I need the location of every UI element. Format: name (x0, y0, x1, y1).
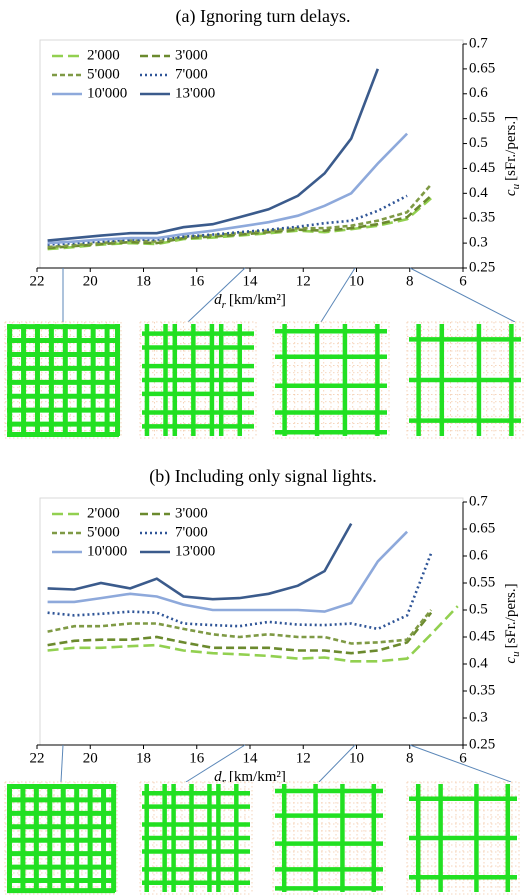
chart-title: (a) Ignoring turn delays. (176, 6, 351, 27)
legend-label: 3'000 (175, 505, 208, 521)
series-line (47, 522, 353, 601)
legend-label: 2'000 (87, 505, 120, 521)
y-tick-label: 0.6 (469, 547, 488, 563)
legend-label: 13'000 (175, 85, 215, 101)
y-tick-label: 0.4 (469, 185, 488, 201)
x-axis-label: dr [km/km²] (214, 292, 286, 310)
x-tick-label: 16 (189, 273, 205, 289)
legend-label: 3'000 (175, 47, 208, 63)
y-label-unit: [sFr./pers.] (503, 583, 519, 648)
x-tick-label: 22 (30, 273, 45, 289)
y-tick-label: 0.65 (469, 520, 495, 536)
x-tick-label: 8 (406, 273, 414, 289)
x-label-unit: [km/km²] (229, 292, 286, 308)
legend-label: 13'000 (175, 543, 215, 559)
y-tick-label: 0.55 (469, 574, 495, 590)
series-line (47, 132, 409, 245)
y-tick-label: 0.5 (469, 601, 488, 617)
series-line (47, 605, 459, 663)
y-label-unit: [sFr./pers.] (503, 116, 519, 181)
y-tick-label: 0.7 (469, 493, 488, 509)
x-tick-label: 10 (349, 750, 364, 766)
y-tick-label: 0.35 (469, 682, 495, 698)
x-tick-label: 6 (459, 273, 467, 289)
y-tick-label: 0.45 (469, 160, 495, 176)
x-tick-label: 14 (243, 273, 259, 289)
y-axis-label: cu [sFr./pers.] (503, 116, 521, 196)
y-tick-label: 0.45 (469, 628, 495, 644)
x-label-sub: r (222, 299, 227, 311)
y-label-sub: u (510, 651, 522, 657)
y-tick-label: 0.35 (469, 210, 495, 226)
x-label-sub: r (222, 776, 227, 788)
series-line (47, 609, 433, 645)
legend-label: 5'000 (87, 524, 120, 540)
y-tick-label: 0.4 (469, 655, 488, 671)
x-tick-label: 18 (136, 750, 151, 766)
x-label-unit: [km/km²] (229, 769, 286, 785)
x-tick-label: 22 (30, 750, 45, 766)
series-line (47, 68, 380, 242)
series-line (47, 194, 432, 250)
y-tick-label: 0.6 (469, 85, 488, 101)
legend-label: 7'000 (175, 66, 208, 82)
connector (185, 744, 246, 783)
series-line (47, 552, 433, 631)
legend-label: 2'000 (87, 47, 120, 63)
y-tick-label: 0.5 (469, 135, 488, 151)
series-line (47, 183, 433, 249)
x-tick-label: 20 (83, 273, 98, 289)
y-tick-label: 0.3 (469, 709, 488, 725)
connector (187, 267, 246, 323)
chart-title: (b) Including only signal lights. (149, 466, 376, 487)
connector (318, 744, 356, 783)
x-tick-label: 16 (189, 750, 205, 766)
connector (320, 267, 356, 323)
y-tick-label: 0.25 (469, 736, 495, 752)
y-label-symbol: c (503, 189, 519, 196)
connector (409, 267, 516, 323)
y-axis-label: cu [sFr./pers.] (503, 583, 521, 663)
connector (60, 744, 64, 783)
y-tick-label: 0.3 (469, 235, 488, 251)
series-line (47, 611, 433, 655)
y-tick-label: 0.55 (469, 110, 495, 126)
x-tick-label: 18 (136, 273, 151, 289)
x-tick-label: 14 (243, 750, 259, 766)
legend-label: 5'000 (87, 66, 120, 82)
chart: (b) Including only signal lights. 0.25 0.3… (4, 466, 522, 895)
series-line (47, 530, 409, 613)
x-label-symbol: d (214, 769, 222, 785)
series-line (47, 194, 408, 246)
x-tick-label: 8 (406, 750, 414, 766)
y-label-symbol: c (503, 657, 519, 664)
legend-label: 7'000 (175, 524, 208, 540)
x-tick-label: 12 (296, 750, 311, 766)
x-tick-label: 20 (83, 750, 98, 766)
x-tick-label: 10 (349, 273, 364, 289)
x-label-symbol: d (214, 292, 222, 308)
x-tick-label: 6 (459, 750, 467, 766)
y-tick-label: 0.7 (469, 35, 488, 51)
y-tick-label: 0.65 (469, 60, 495, 76)
x-axis-label: dr [km/km²] (214, 769, 286, 787)
x-tick-label: 12 (296, 273, 311, 289)
chart: (a) Ignoring turn delays. 0.25 0.3 0.35 0.4 0… (4, 6, 524, 439)
legend-label: 10'000 (87, 543, 127, 559)
y-label-sub: u (510, 183, 522, 189)
connector (409, 744, 512, 783)
y-tick-label: 0.25 (469, 259, 495, 275)
legend-label: 10'000 (87, 85, 127, 101)
